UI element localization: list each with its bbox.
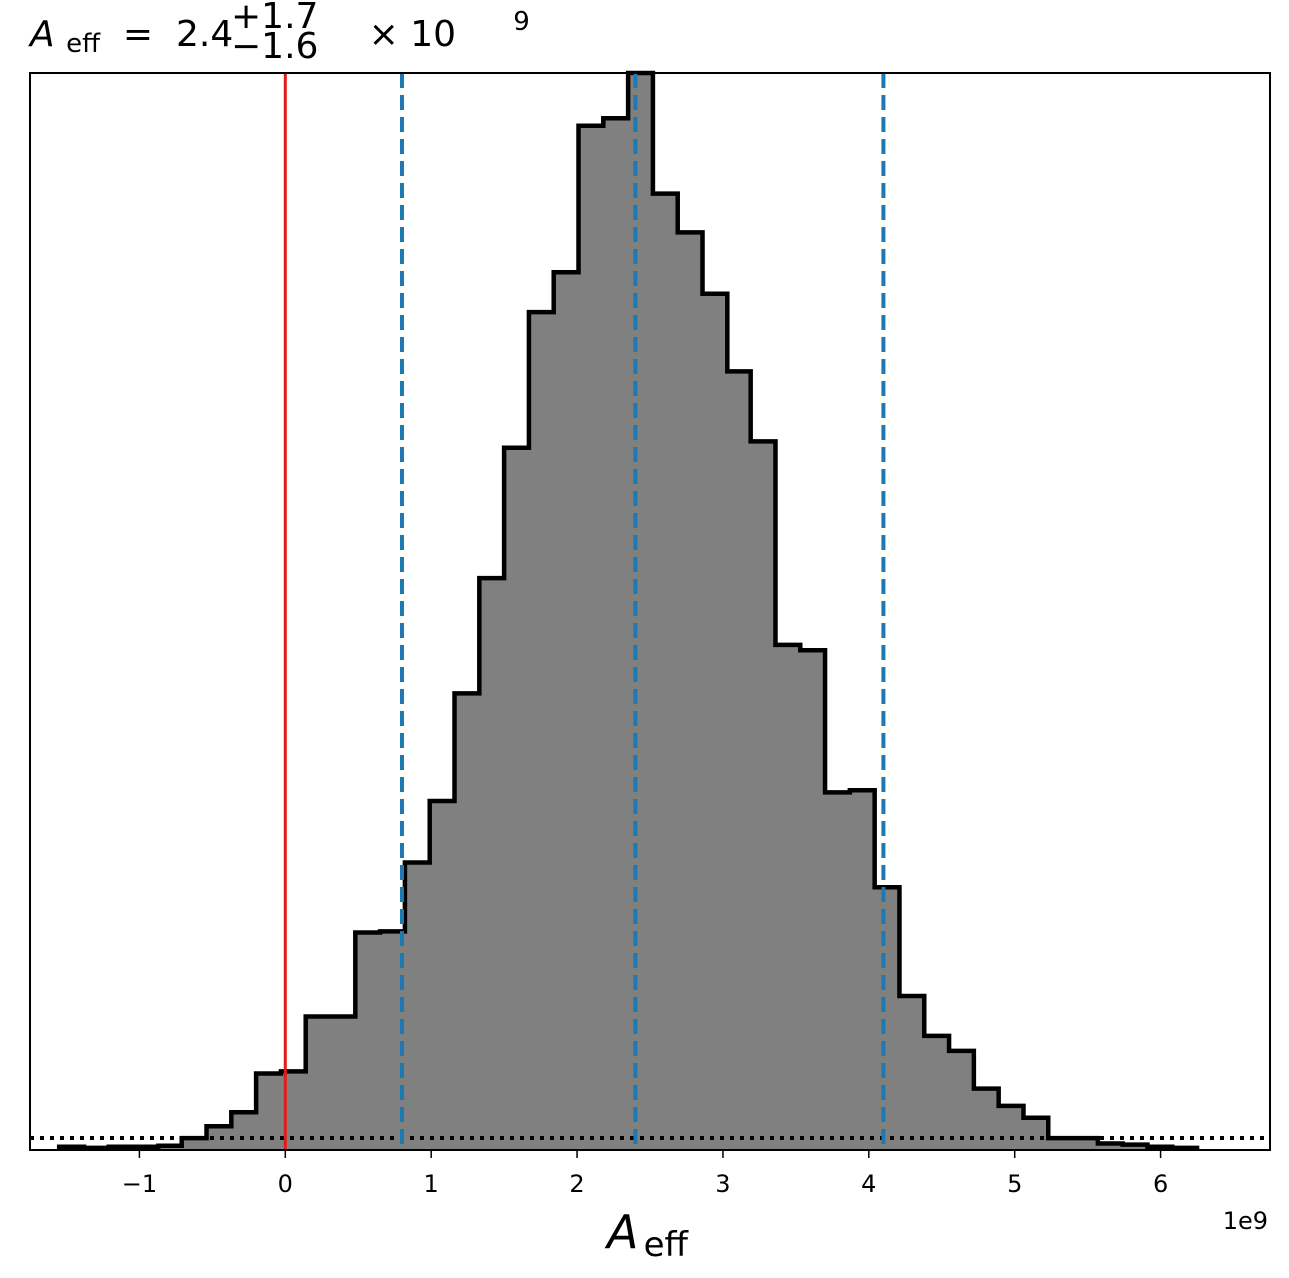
histogram-bar [1122, 1144, 1149, 1150]
histogram-bar [404, 862, 431, 1150]
histogram-bar [998, 1105, 1025, 1150]
histogram-bar [1073, 1138, 1099, 1150]
histogram-bar [429, 801, 456, 1150]
histogram-bar [1048, 1138, 1074, 1150]
histogram-bar [800, 650, 826, 1150]
histogram-bar [330, 1016, 356, 1150]
x-axis-label-symbol: A [604, 1205, 638, 1259]
x-tick-label: −1 [122, 1170, 157, 1198]
histogram-bar [949, 1050, 975, 1150]
histogram-bar [578, 125, 604, 1151]
histogram-bar [479, 578, 505, 1150]
x-tick-label: 5 [1007, 1170, 1022, 1198]
histogram-bar [553, 272, 580, 1150]
x-tick-label: 2 [569, 1170, 584, 1198]
title-equals: = [111, 14, 164, 55]
histogram-bar [231, 1112, 257, 1150]
title-upper-error: +1.7 [231, 0, 318, 37]
histogram-bar [1023, 1117, 1049, 1150]
histogram-bar [727, 371, 752, 1151]
histogram-bar [305, 1016, 332, 1150]
histogram-bar [702, 293, 728, 1150]
vertical-lines [283, 73, 886, 1150]
histogram-bar [677, 232, 704, 1150]
histogram-bar [603, 118, 629, 1150]
histogram-bar [1097, 1143, 1124, 1150]
histogram-bar [874, 887, 901, 1150]
x-tick-label: 4 [861, 1170, 876, 1198]
histogram-bar [256, 1073, 282, 1150]
title-exponent-term: × 10 9 [300, 0, 564, 55]
x-axis-label: A eff [604, 1205, 689, 1265]
histogram-bar [652, 193, 679, 1150]
title-subscript: eff [66, 29, 101, 59]
x-tick-label: 0 [278, 1170, 293, 1198]
title-symbol: A [28, 14, 55, 55]
histogram-bar [849, 790, 876, 1150]
plot-frame [29, 72, 1271, 1151]
histogram-bar [528, 312, 555, 1150]
histogram-bar [750, 441, 777, 1151]
histogram-bar [973, 1088, 1000, 1150]
x-tick-label: 6 [1153, 1170, 1168, 1198]
x-tick-label: 3 [715, 1170, 730, 1198]
title-value: 2.4 [176, 14, 233, 55]
histogram-bar [181, 1138, 208, 1150]
x-tick-label: 1 [424, 1170, 439, 1198]
x-axis-label-subscript: eff [644, 1225, 690, 1265]
title-times: × 10 [357, 14, 456, 55]
histogram-bar [628, 73, 654, 1150]
histogram-bar [825, 792, 851, 1150]
histogram-bar [924, 1035, 950, 1150]
histogram-bar [355, 932, 381, 1150]
title-exponent: 9 [513, 7, 530, 37]
title-lower-error: −1.6 [231, 26, 318, 67]
histogram-bar [504, 447, 530, 1150]
histogram-bar [454, 693, 480, 1150]
x-axis-offset-text: 1e9 [1223, 1207, 1268, 1235]
histogram-bar [206, 1126, 232, 1150]
histogram-bar [899, 995, 925, 1150]
chart-title: A eff = 2.4 [28, 14, 233, 61]
histogram-bars [59, 73, 1198, 1151]
histogram-bar [775, 644, 801, 1150]
x-axis-ticks: −1 0 1 2 3 4 5 6 [122, 1150, 1168, 1198]
